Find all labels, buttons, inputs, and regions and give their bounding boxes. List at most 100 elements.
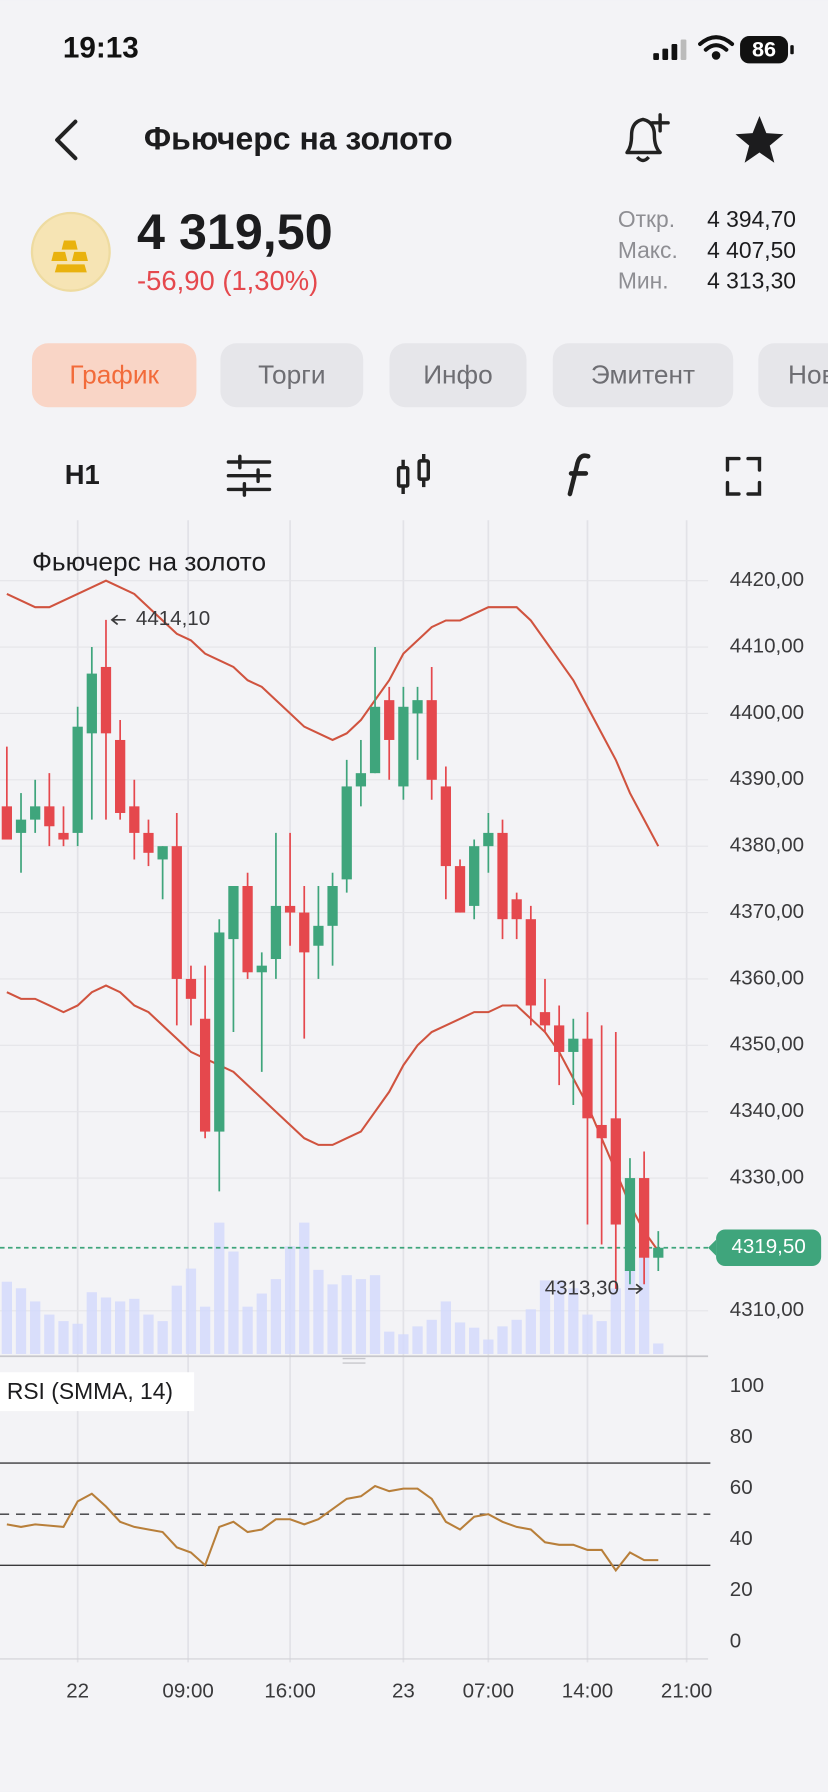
rsi-tick-label: 80	[730, 1425, 753, 1448]
candle-body	[412, 700, 423, 714]
volume-bar	[469, 1327, 480, 1354]
annotation-arrow	[110, 614, 126, 626]
y-tick-label: 4340,00	[730, 1099, 804, 1122]
volume-bar	[398, 1334, 409, 1354]
battery-cap	[790, 45, 794, 55]
volume-bar	[115, 1301, 126, 1354]
page-title: Фьючерс на золото	[144, 121, 453, 157]
candle-body	[228, 886, 239, 940]
volume-bar	[199, 1306, 211, 1354]
volume-bar	[327, 1284, 338, 1354]
volume-bar	[341, 1275, 352, 1354]
candle-body	[341, 786, 352, 880]
candle-body	[554, 1025, 565, 1052]
rsi-label: RSI (SMMA, 14)	[7, 1378, 173, 1404]
volume-bar	[483, 1339, 494, 1354]
plot-area	[0, 579, 709, 1354]
candle-body	[313, 925, 324, 946]
candle-body	[100, 666, 112, 734]
rsi-line	[6, 1484, 659, 1573]
candle-body	[440, 786, 452, 867]
tabs: График Торги Инфо Эмитент Новости	[31, 343, 828, 408]
volume-bar	[554, 1280, 565, 1354]
annotation-label: 4313,30	[545, 1276, 619, 1299]
volume-bar	[143, 1314, 154, 1354]
candle-body	[72, 726, 83, 833]
y-tick-label: 4420,00	[730, 568, 804, 591]
candle-body	[86, 673, 97, 734]
chart-type-button[interactable]	[396, 454, 430, 494]
fullscreen-button[interactable]	[725, 456, 762, 496]
volume-bar	[256, 1293, 267, 1354]
tab[interactable]	[758, 343, 828, 408]
x-tick-label: 07:00	[463, 1679, 514, 1702]
tab[interactable]	[389, 343, 527, 408]
gold-bars	[51, 240, 88, 273]
volume-bar	[638, 1255, 650, 1354]
candle-body	[355, 773, 367, 787]
stat-value: 4 313,30	[707, 268, 796, 294]
volume-bar	[270, 1279, 282, 1354]
volume-bar	[497, 1326, 508, 1354]
candle-body	[129, 806, 140, 833]
price: 4 319,50	[137, 204, 333, 260]
battery-icon	[740, 36, 789, 64]
candle-body	[454, 866, 466, 913]
interval-button[interactable]: H1	[65, 459, 100, 490]
volume-bar	[539, 1280, 551, 1354]
volume-bar	[568, 1288, 579, 1354]
tab-label: Эмитент	[591, 359, 695, 389]
y-tick-label: 4310,00	[730, 1298, 804, 1321]
tab[interactable]	[552, 343, 734, 408]
last-price-label: 4319,50	[731, 1235, 805, 1258]
volume-bar	[313, 1269, 324, 1354]
candle-body	[610, 1118, 621, 1225]
x-tick-label: 14:00	[562, 1679, 613, 1702]
panel-handle[interactable]	[342, 1357, 366, 1364]
y-tick-label: 4360,00	[730, 966, 804, 989]
indicators-button[interactable]	[567, 453, 591, 497]
volume-bar	[214, 1222, 225, 1354]
alert-button[interactable]	[625, 113, 670, 163]
candle-body	[242, 886, 253, 973]
volume-bar	[86, 1292, 97, 1354]
tab[interactable]	[220, 343, 364, 408]
settings-button[interactable]	[226, 454, 272, 497]
volume-bar	[30, 1301, 41, 1354]
stat-label: Макс.	[618, 237, 678, 263]
rsi-tick-label: 60	[730, 1476, 753, 1499]
back-button[interactable]	[55, 119, 78, 161]
tab-label: Новости	[788, 359, 828, 389]
band-upper	[6, 579, 660, 847]
candle-body	[185, 978, 197, 999]
volume-bar	[384, 1331, 395, 1354]
candle-body	[1, 806, 12, 840]
candle-body	[299, 912, 310, 953]
stat-label: Откр.	[618, 206, 675, 232]
y-tick-label: 4330,00	[730, 1165, 804, 1188]
y-tick-label: 4400,00	[730, 701, 804, 724]
rsi-label-bg	[0, 1372, 195, 1412]
tab-label: Инфо	[423, 359, 493, 389]
volume-bar	[525, 1309, 536, 1354]
tab[interactable]	[31, 343, 197, 408]
candle-body	[596, 1124, 607, 1139]
volume-bar	[355, 1279, 367, 1354]
favorite-button[interactable]	[735, 115, 784, 163]
volume-bar	[610, 1288, 621, 1354]
candle-body	[384, 700, 395, 740]
status-time: 19:13	[63, 32, 139, 65]
quote-stats: Откр. 4 394,70 Макс. 4 407,50 Мин. 4 313,30	[618, 206, 796, 294]
candle-body	[270, 905, 282, 960]
y-tick-label: 4350,00	[730, 1033, 804, 1056]
volume-bar	[72, 1323, 83, 1354]
candle-body	[638, 1178, 650, 1258]
candle-body	[199, 1018, 211, 1132]
asset-icon	[30, 211, 111, 292]
volume-bar	[171, 1285, 182, 1354]
stat-value: 4 407,50	[707, 237, 796, 263]
candle-body	[171, 846, 182, 979]
volume-bar	[299, 1222, 310, 1354]
